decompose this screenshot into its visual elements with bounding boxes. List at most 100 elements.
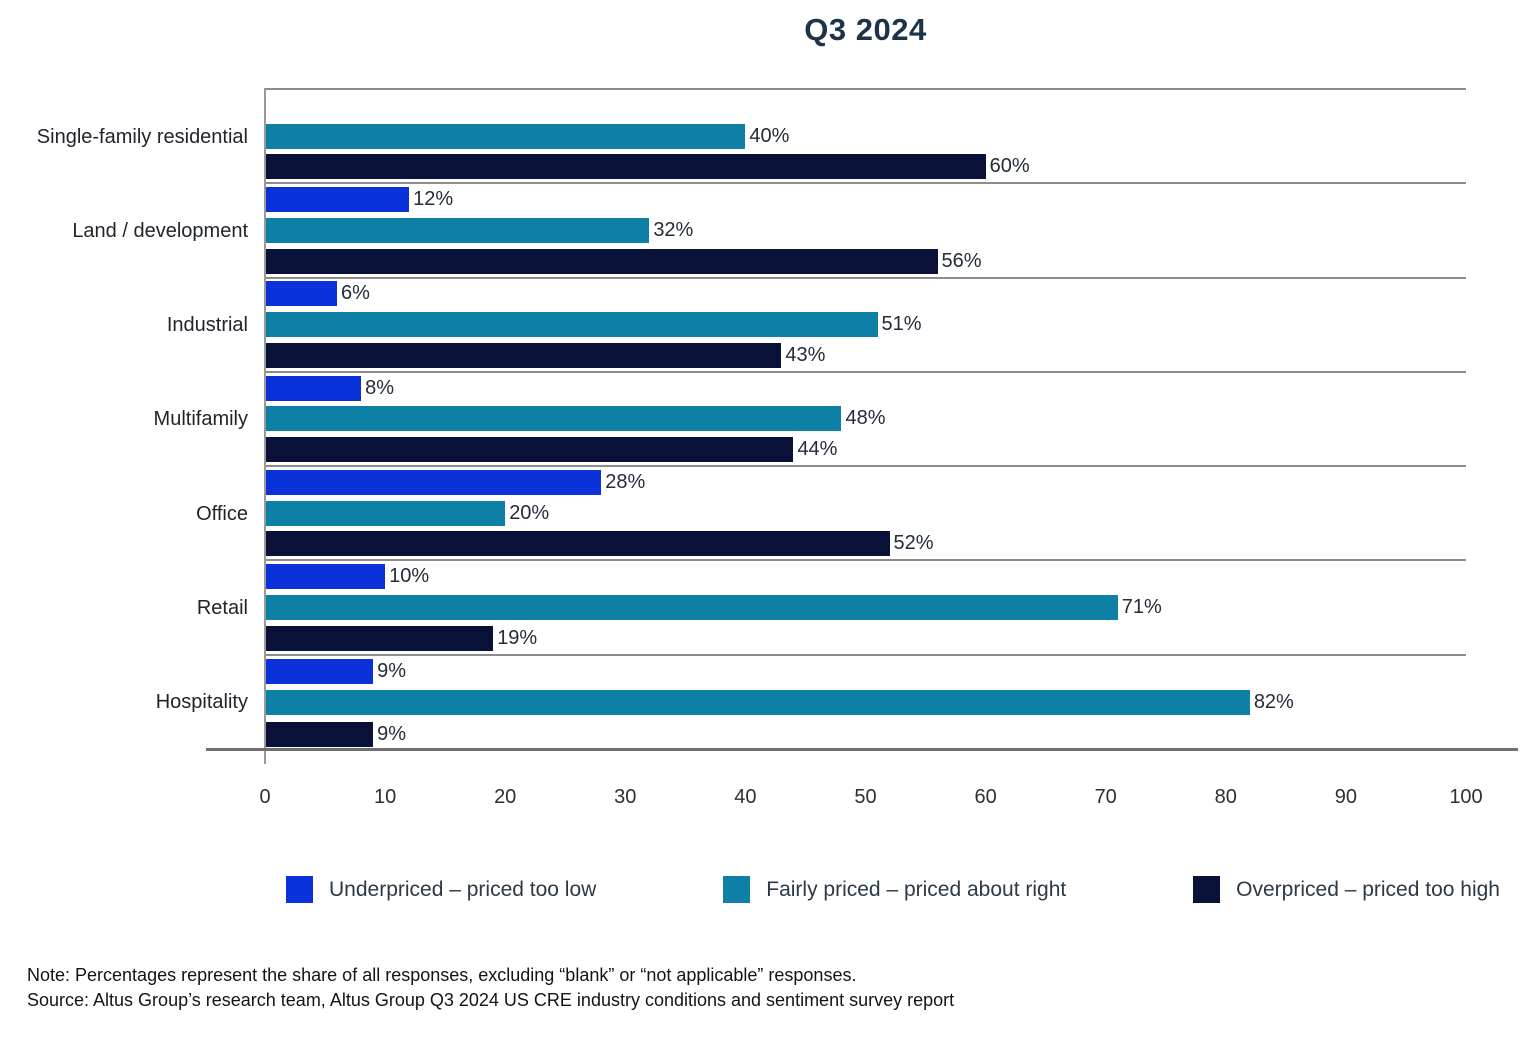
bar — [265, 564, 386, 590]
bar — [265, 531, 890, 557]
bar-line: 60% — [265, 152, 1466, 183]
bar-line: 9% — [265, 656, 1466, 687]
bar-value-label: 52% — [893, 532, 934, 555]
bar-group: 10% 71% 19% — [265, 561, 1466, 656]
legend: Underpriced – priced too low Fairly price… — [286, 876, 1500, 903]
bar-line: 32% — [265, 215, 1466, 246]
bar — [265, 123, 746, 149]
legend-item: Overpriced – priced too high — [1193, 876, 1500, 903]
bar — [265, 406, 842, 432]
bar-value-label: 40% — [749, 124, 790, 147]
x-tick-label: 30 — [614, 786, 637, 808]
category-label: Office — [196, 502, 248, 525]
bar-value-label: 12% — [413, 188, 454, 211]
bar-line: 71% — [265, 592, 1466, 623]
legend-label: Underpriced – priced too low — [329, 877, 597, 901]
category-label: Retail — [196, 596, 248, 619]
bar-line: 28% — [265, 467, 1466, 498]
bar-line: 82% — [265, 687, 1466, 718]
bar-value-label: 51% — [881, 313, 922, 336]
bar-line: 51% — [265, 309, 1466, 340]
bar — [265, 437, 794, 463]
x-tick-label: 40 — [734, 786, 757, 808]
bar-line: 52% — [265, 529, 1466, 560]
bar-group: 28% 20% 52% — [265, 467, 1466, 562]
bar — [265, 342, 782, 368]
bar-value-label: 48% — [845, 407, 886, 430]
x-tick-label: 20 — [494, 786, 517, 808]
legend-label: Overpriced – priced too high — [1236, 877, 1500, 901]
bar-group: 9% 82% 9% — [265, 656, 1466, 750]
x-tick-label: 80 — [1214, 786, 1237, 808]
bar — [265, 281, 338, 307]
x-tick-label: 100 — [1449, 786, 1483, 808]
bar-value-label: 9% — [377, 722, 406, 745]
bar — [265, 594, 1118, 620]
bar-line: 56% — [265, 246, 1466, 277]
plot-area: 40% 60% 12% 32% 56% 6% 51% 43% 8% 48% 44% 28% 20% 52%… — [265, 88, 1466, 750]
x-tick-label: 70 — [1094, 786, 1117, 808]
category-label: Hospitality — [155, 691, 248, 714]
chart-title: Q3 2024 — [804, 12, 927, 47]
bar-value-label: 44% — [797, 438, 838, 461]
notes: Note: Percentages represent the share of… — [27, 963, 1487, 1012]
x-tick-label: 50 — [854, 786, 877, 808]
legend-item: Underpriced – priced too low — [286, 876, 596, 903]
bar-value-label: 20% — [509, 501, 550, 524]
y-axis-line — [264, 88, 266, 764]
bar-value-label: 6% — [341, 282, 370, 305]
x-tick-label: 0 — [259, 786, 271, 808]
bar-line: 6% — [265, 279, 1466, 310]
x-tick-label: 90 — [1334, 786, 1358, 808]
bar-line: 9% — [265, 718, 1466, 749]
bar-value-label: 8% — [365, 376, 394, 399]
bar — [265, 375, 362, 401]
bar-value-label: 32% — [653, 218, 694, 241]
legend-swatch-icon — [286, 876, 313, 903]
bar-value-label: 19% — [497, 626, 538, 649]
bar-value-label: 82% — [1253, 691, 1294, 714]
bar-line: 8% — [265, 373, 1466, 404]
category-labels: Single-family residential Land / developm… — [0, 90, 248, 750]
bar-value-label: 60% — [989, 155, 1030, 178]
category-label: Industrial — [166, 314, 248, 337]
category-label: Land / development — [72, 219, 248, 242]
legend-swatch-icon — [723, 876, 751, 903]
bar-group: 12% 32% 56% — [265, 184, 1466, 279]
bar-value-label: 28% — [605, 470, 646, 493]
bar-line: 43% — [265, 340, 1466, 371]
bar — [265, 500, 506, 526]
category-label: Single-family residential — [36, 125, 248, 148]
bar-line: 10% — [265, 561, 1466, 592]
bar-line: 44% — [265, 434, 1466, 465]
bar — [265, 217, 650, 243]
bar — [265, 187, 410, 213]
bar-line: 20% — [265, 498, 1466, 529]
bar — [265, 248, 938, 274]
bar — [265, 690, 1250, 716]
x-axis-line — [206, 748, 1518, 751]
legend-swatch-icon — [1193, 876, 1221, 903]
bar-line: 48% — [265, 404, 1466, 435]
bar-line: 40% — [265, 121, 1466, 152]
legend-item: Fairly priced – priced about right — [723, 876, 1066, 903]
bar-group: 40% 60% — [265, 90, 1466, 185]
bar-line: 12% — [265, 184, 1466, 215]
bar — [265, 658, 374, 684]
bar — [265, 721, 374, 747]
bar-line: 19% — [265, 623, 1466, 654]
bar-group: 6% 51% 43% — [265, 279, 1466, 373]
bar-value-label: 56% — [941, 249, 982, 272]
bar — [265, 154, 986, 180]
x-axis-ticks: 0 10 20 30 40 50 60 70 80 90 100 — [259, 786, 1482, 816]
bar-value-label: 10% — [389, 565, 430, 588]
bar — [265, 625, 494, 651]
legend-label: Fairly priced – priced about right — [766, 877, 1067, 901]
bar-value-label: 9% — [377, 659, 406, 682]
bar — [265, 312, 878, 338]
bar-group: 8% 48% 44% — [265, 373, 1466, 468]
category-label: Multifamily — [153, 408, 248, 431]
note-text: Note: Percentages represent the share of… — [27, 965, 857, 985]
bar-value-label: 43% — [785, 343, 826, 366]
